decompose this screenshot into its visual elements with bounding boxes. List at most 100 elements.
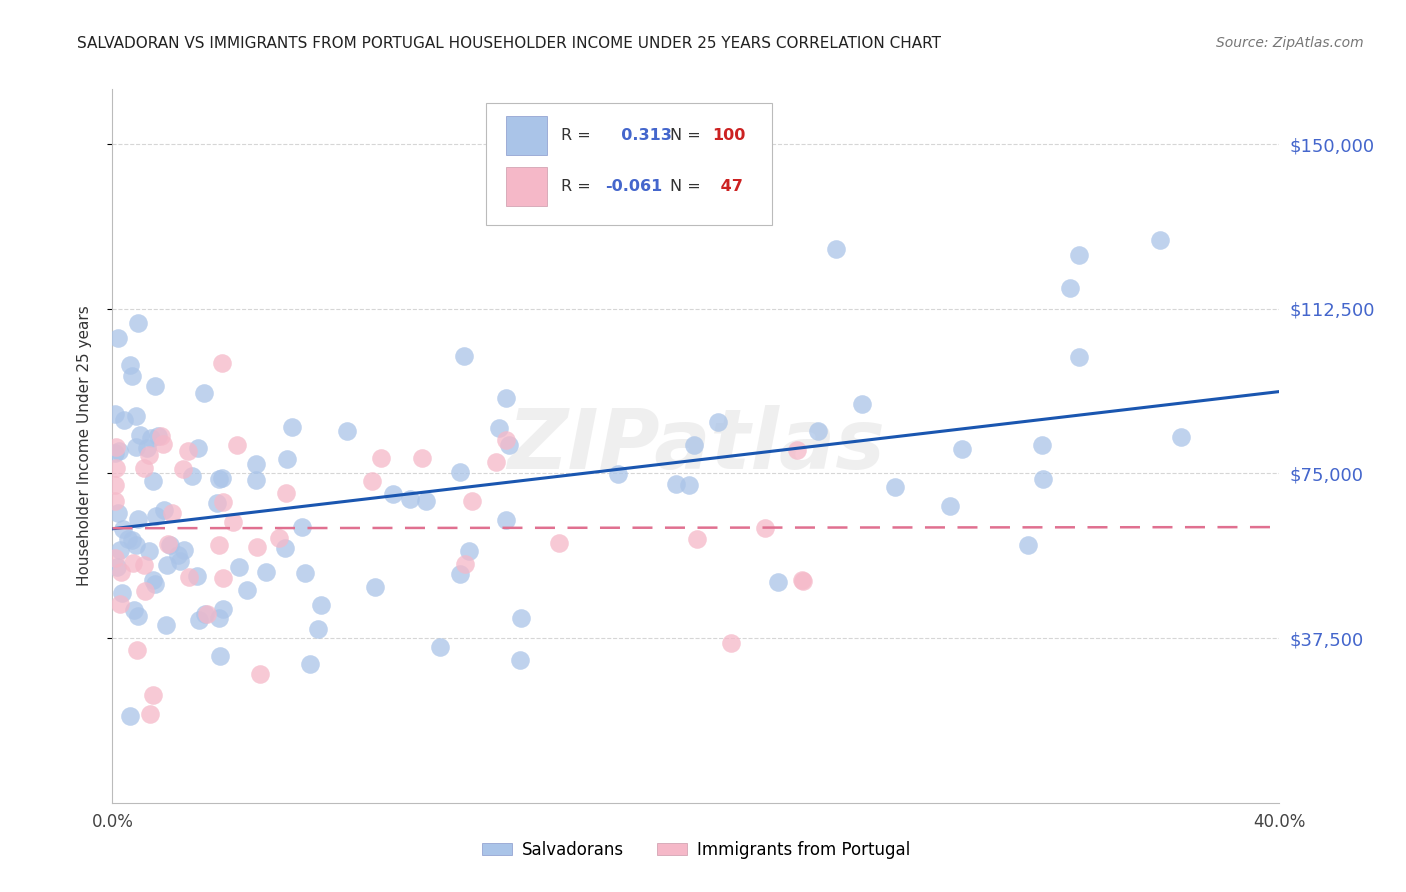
Point	[291, 519, 314, 533]
FancyBboxPatch shape	[486, 103, 772, 225]
Point	[1067, 350, 1090, 364]
Point	[104, 478, 127, 492]
Point	[143, 378, 166, 392]
Point	[488, 421, 510, 435]
Point	[143, 576, 166, 591]
Point	[156, 537, 179, 551]
Point	[124, 603, 146, 617]
Point	[411, 450, 433, 465]
Point	[205, 495, 228, 509]
Point	[495, 513, 517, 527]
Point	[309, 599, 332, 613]
Point	[208, 538, 231, 552]
Point	[120, 709, 142, 723]
Point	[156, 558, 179, 573]
Point	[245, 457, 267, 471]
Point	[107, 506, 129, 520]
Point	[125, 409, 148, 423]
Point	[172, 462, 194, 476]
Point	[792, 574, 814, 588]
Point	[104, 441, 127, 455]
Point	[177, 570, 200, 584]
Point	[686, 532, 709, 546]
Point	[127, 512, 149, 526]
Point	[276, 452, 298, 467]
Point	[136, 441, 159, 455]
Point	[110, 565, 132, 579]
Point	[142, 689, 165, 703]
Point	[134, 461, 156, 475]
Point	[509, 653, 531, 667]
Point	[226, 438, 249, 452]
Point	[449, 465, 471, 479]
Point	[211, 495, 233, 509]
Point	[208, 648, 231, 663]
Point	[678, 478, 700, 492]
Point	[364, 580, 387, 594]
Point	[134, 583, 156, 598]
Point	[786, 442, 808, 457]
Point	[127, 316, 149, 330]
Point	[790, 574, 813, 588]
Point	[104, 551, 127, 566]
Point	[458, 544, 481, 558]
Point	[125, 538, 148, 552]
Legend: Salvadorans, Immigrants from Portugal: Salvadorans, Immigrants from Portugal	[475, 835, 917, 866]
Point	[460, 493, 482, 508]
Point	[269, 531, 291, 545]
Point	[453, 349, 475, 363]
Point	[208, 610, 231, 624]
Point	[245, 473, 267, 487]
Point	[160, 506, 183, 520]
Point	[139, 706, 162, 721]
Point	[1069, 248, 1091, 262]
Point	[495, 433, 517, 447]
Point	[825, 243, 848, 257]
Point	[121, 369, 143, 384]
Point	[187, 441, 209, 455]
Point	[768, 575, 790, 590]
Point	[498, 438, 520, 452]
Point	[607, 467, 630, 482]
Point	[211, 571, 233, 585]
Text: 0.313: 0.313	[610, 128, 672, 143]
Point	[152, 437, 174, 451]
Point	[142, 573, 165, 587]
Point	[1170, 430, 1192, 444]
Point	[208, 472, 231, 486]
Point	[950, 442, 973, 456]
Point	[429, 640, 451, 655]
Point	[211, 356, 233, 370]
Point	[682, 438, 704, 452]
Point	[159, 538, 181, 552]
Point	[177, 444, 200, 458]
Point	[294, 566, 316, 581]
Point	[145, 508, 167, 523]
Point	[510, 611, 533, 625]
Point	[707, 415, 730, 429]
Point	[370, 450, 392, 465]
Text: N =: N =	[671, 128, 702, 143]
Point	[149, 429, 172, 443]
FancyBboxPatch shape	[506, 116, 547, 155]
Text: 100: 100	[713, 128, 745, 143]
Text: Source: ZipAtlas.com: Source: ZipAtlas.com	[1216, 36, 1364, 50]
Point	[246, 540, 269, 554]
Point	[495, 391, 517, 405]
Text: -0.061: -0.061	[605, 179, 662, 194]
Point	[281, 420, 304, 434]
Text: N =: N =	[671, 179, 706, 194]
Point	[117, 532, 139, 546]
Point	[254, 565, 277, 579]
Point	[108, 444, 131, 458]
Point	[155, 617, 177, 632]
Text: R =: R =	[561, 179, 596, 194]
Point	[132, 558, 155, 573]
Point	[112, 522, 135, 536]
Point	[194, 607, 217, 621]
Point	[336, 424, 359, 438]
Point	[665, 477, 688, 491]
Point	[222, 516, 245, 530]
Text: ZIPatlas: ZIPatlas	[508, 406, 884, 486]
Point	[449, 567, 471, 582]
